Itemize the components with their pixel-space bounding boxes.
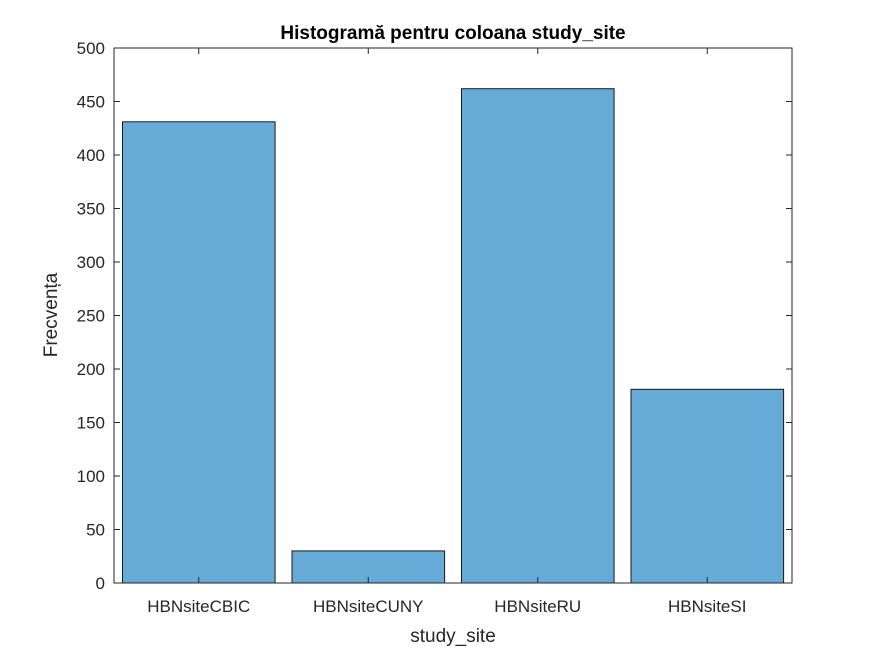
y-tick-label-50: 50 [86, 521, 105, 540]
bar-HBNsiteSI [630, 388, 785, 584]
y-tick-label-300: 300 [77, 253, 105, 272]
y-tick-label-500: 500 [77, 39, 105, 58]
x-tick-label-HBNsiteCUNY: HBNsiteCUNY [313, 597, 424, 616]
x-tick-label-HBNsiteRU: HBNsiteRU [494, 597, 581, 616]
x-tick-label-HBNsiteSI: HBNsiteSI [668, 597, 746, 616]
bar-HBNsiteRU [461, 88, 615, 584]
plot-frame [113, 47, 793, 584]
bar-HBNsiteCBIC [122, 121, 276, 584]
bars-group [122, 88, 785, 584]
y-tick-label-450: 450 [77, 93, 105, 112]
y-tick-label-350: 350 [77, 200, 105, 219]
y-tick-label-400: 400 [77, 146, 105, 165]
y-tick-label-100: 100 [77, 467, 105, 486]
y-axis-label: Frecvența [41, 272, 62, 357]
x-tick-label-HBNsiteCBIC: HBNsiteCBIC [147, 597, 250, 616]
y-tick-label-0: 0 [96, 574, 105, 593]
y-tick-label-200: 200 [77, 360, 105, 379]
y-axis-ticks: 0 50 100 150 200 250 300 350 400 450 500 [77, 39, 792, 593]
y-tick-label-150: 150 [77, 414, 105, 433]
chart-title: Histogramă pentru coloana study_site [280, 23, 625, 44]
x-axis-label: study_site [410, 626, 496, 647]
y-tick-label-250: 250 [77, 307, 105, 326]
x-axis-ticks: HBNsiteCBIC HBNsiteCUNY HBNsiteRU HBNsiteSI [147, 48, 746, 616]
